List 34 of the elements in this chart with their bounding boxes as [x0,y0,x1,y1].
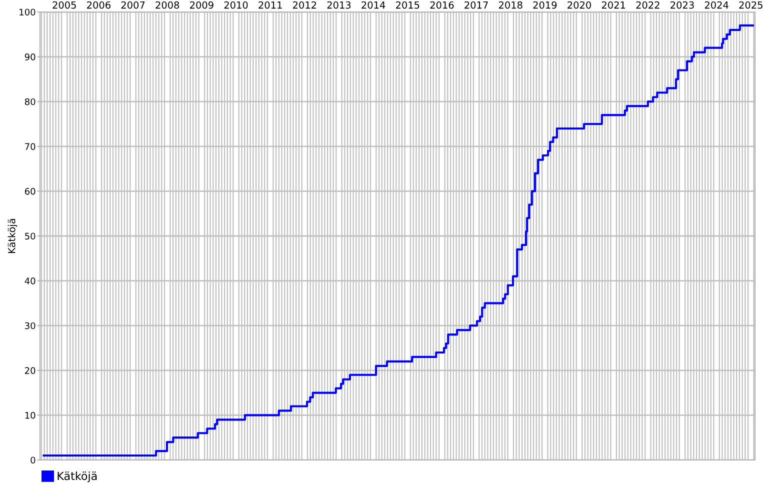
x-tick-label: 2019 [533,1,557,9]
x-tick-label: 2007 [121,1,145,9]
x-tick-label: 2022 [636,1,660,9]
x-tick-label: 2021 [602,1,626,9]
x-tick-label: 2006 [87,1,110,9]
x-tick-label: 2005 [52,1,76,9]
y-tick-label: 20 [25,367,36,374]
y-tick-label: 10 [25,412,36,419]
y-tick-label: 90 [24,54,36,60]
y-tick-label: 40 [24,278,36,284]
x-tick-label: 2024 [704,1,728,9]
x-tick-label: 2010 [224,1,248,9]
y-tick-label: 100 [20,8,36,16]
x-tick-label: 2012 [292,1,316,9]
x-tick-label: 2014 [362,1,386,9]
x-tick-label: 2008 [156,1,180,9]
y-tick-label: 60 [24,188,36,195]
y-tick-label: 0 [30,456,36,464]
x-tick-label: 2017 [464,1,488,9]
y-axis-title: Kätköjä [8,218,18,253]
y-tick-label: 70 [25,143,36,150]
y-tick-label: 50 [25,232,36,240]
y-tick-label: 30 [25,322,36,330]
x-tick-label: 2016 [430,1,454,9]
x-tick-label: 2025 [739,1,762,9]
x-tick-label: 2011 [258,1,282,9]
x-tick-label: 2018 [498,1,522,9]
legend-label: Kätköjä [58,472,97,482]
x-tick-label: 2020 [568,1,591,9]
x-tick-label: 2009 [190,1,214,9]
x-tick-label: 2023 [670,1,694,9]
x-tick-label: 2013 [327,1,351,9]
x-tick-label: 2015 [396,1,420,9]
y-tick-label: 80 [24,98,36,106]
